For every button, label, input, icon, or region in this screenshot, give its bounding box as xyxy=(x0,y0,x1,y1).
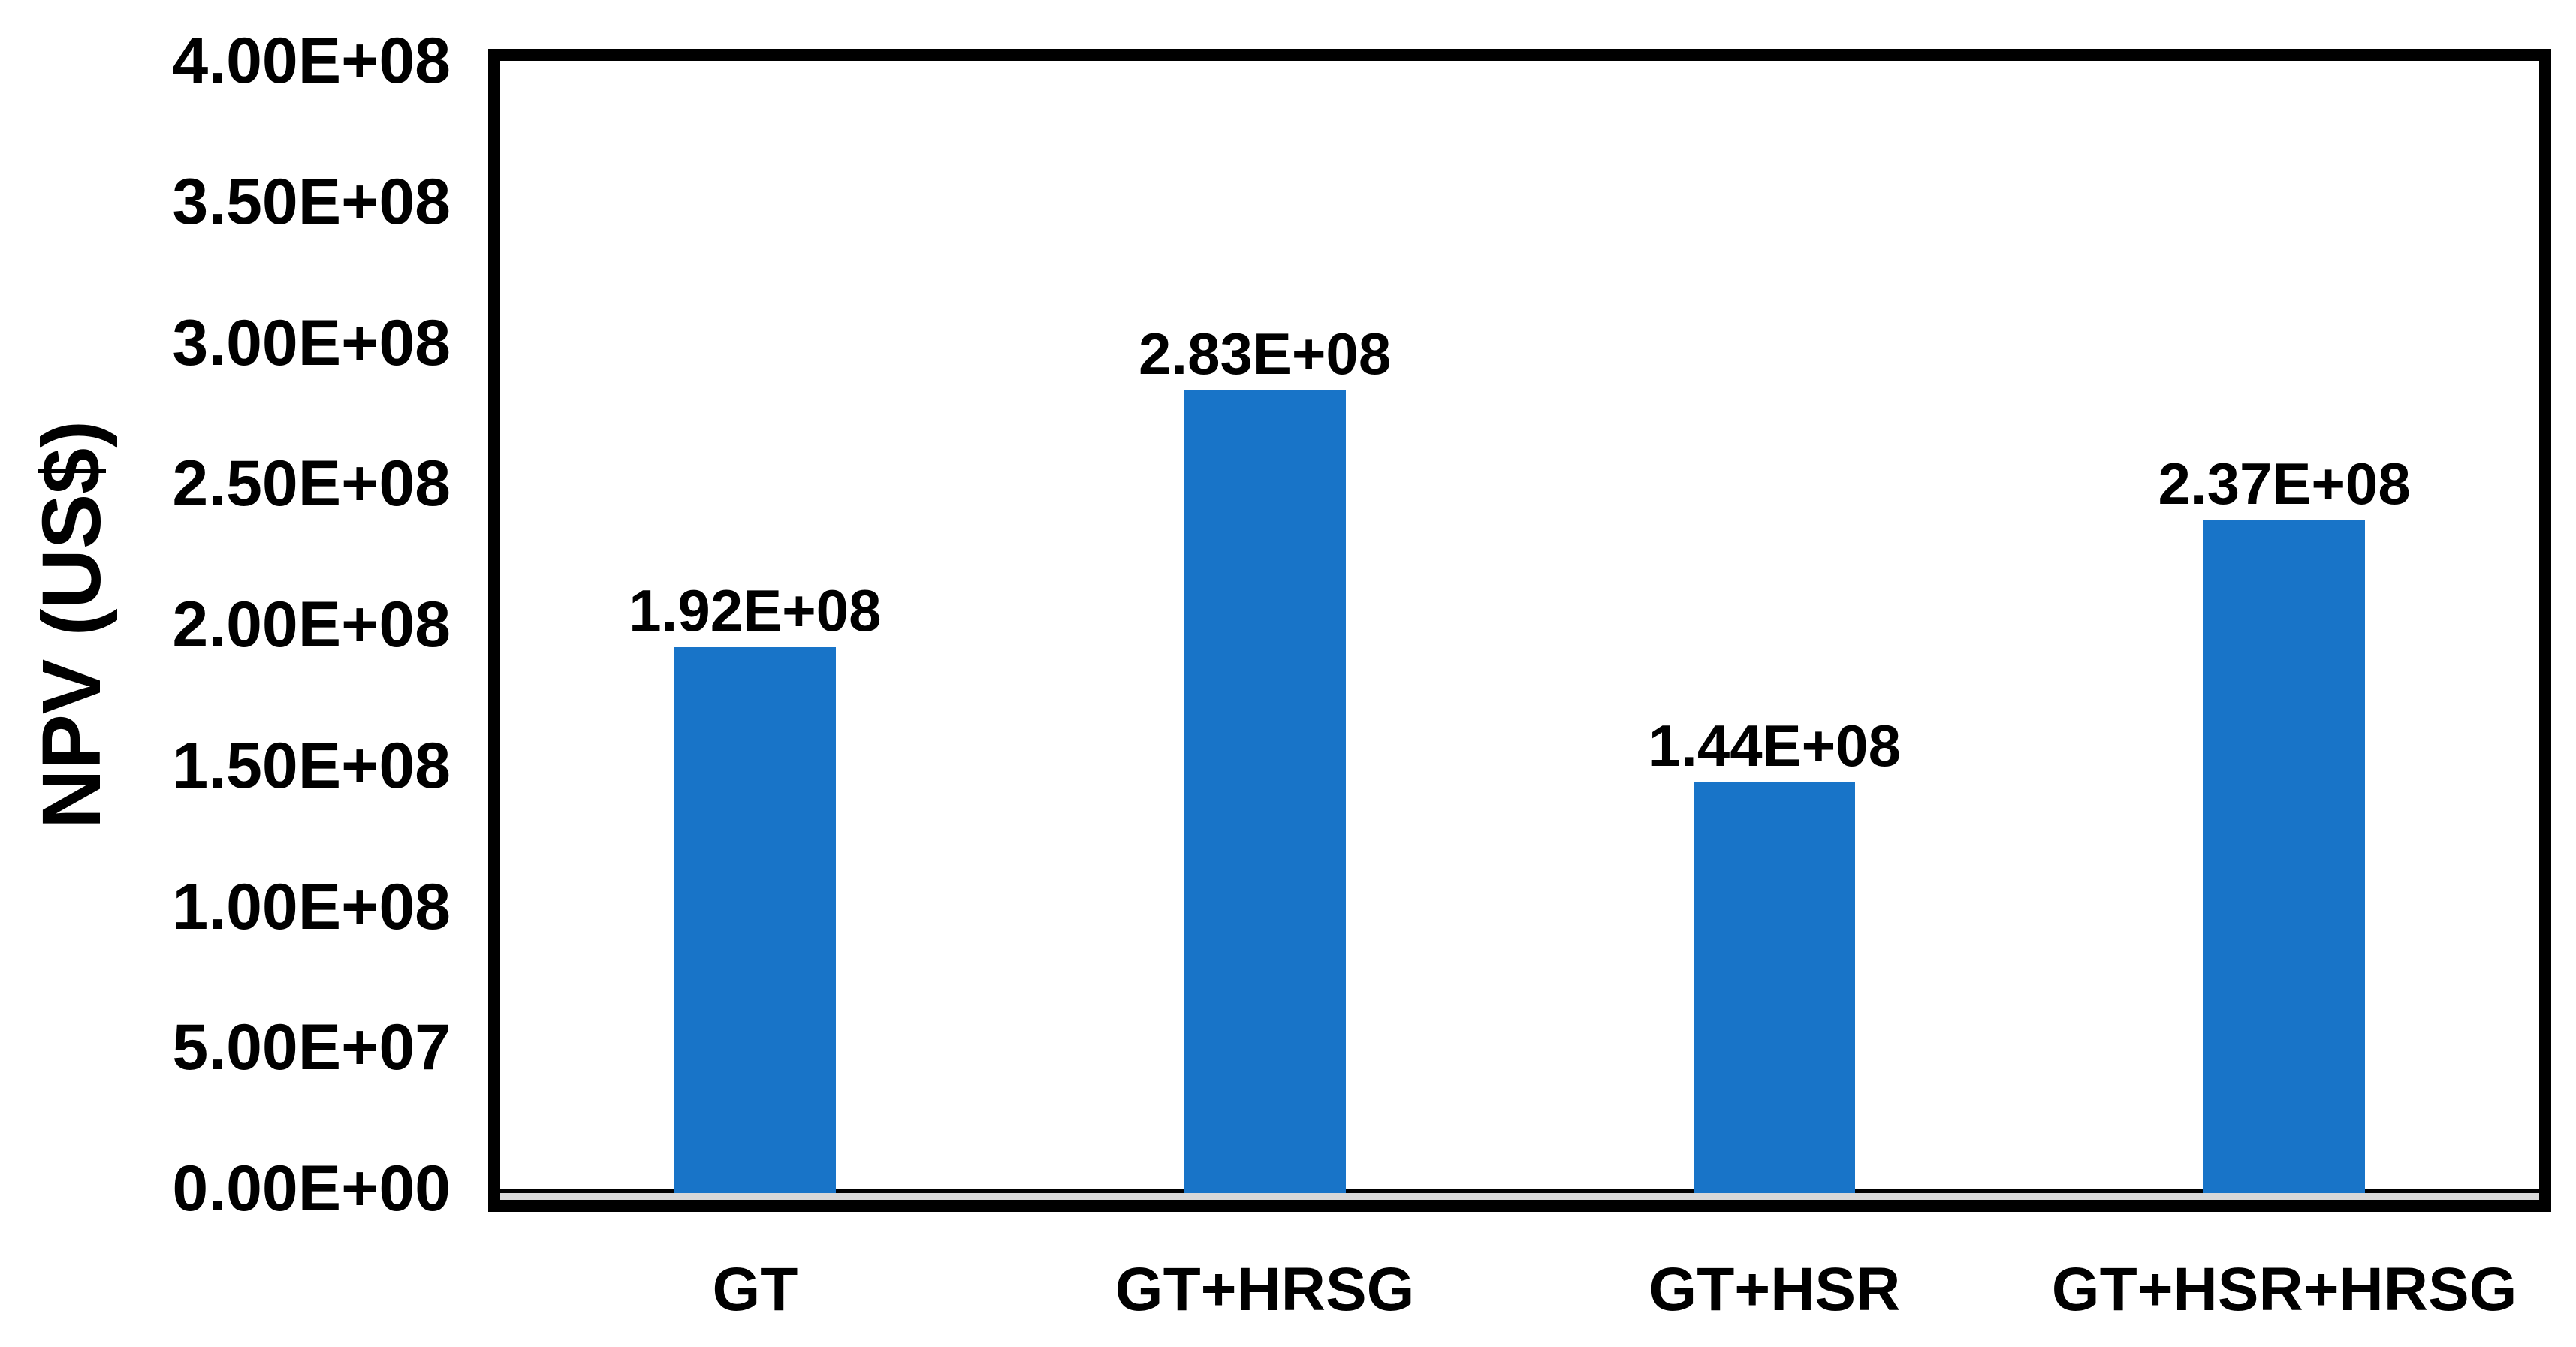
y-tick-label: 1.50E+08 xyxy=(172,729,451,802)
x-axis-label-GT+HSR: GT+HSR xyxy=(1648,1255,1901,1324)
bar-GT+HRSG xyxy=(1184,390,1346,1193)
y-tick-label: 1.00E+08 xyxy=(172,870,451,943)
bar-value-label: 2.37E+08 xyxy=(2158,451,2411,517)
plot-area: 1.92E+08 2.83E+08 1.44E+08 2.37E+08 xyxy=(500,61,2539,1193)
bar-GT+HSR xyxy=(1694,782,1856,1193)
axis-baseline-strip xyxy=(500,1193,2539,1200)
bar-value-label: 1.92E+08 xyxy=(629,577,882,644)
y-tick-label: 4.00E+08 xyxy=(172,25,451,97)
bar-GT xyxy=(674,647,836,1193)
bar-GT+HSR+HRSG xyxy=(2203,520,2366,1193)
bar-value-label: 1.44E+08 xyxy=(1648,713,1901,779)
y-tick-label: 3.50E+08 xyxy=(172,165,451,238)
bar-value-label: 2.83E+08 xyxy=(1139,321,1392,387)
x-axis-label-GT: GT xyxy=(712,1255,798,1324)
x-axis-label-GT+HRSG: GT+HRSG xyxy=(1115,1255,1415,1324)
y-tick-label: 5.00E+07 xyxy=(172,1011,451,1084)
y-tick-label: 3.00E+08 xyxy=(172,306,451,379)
y-tick-label: 0.00E+00 xyxy=(172,1153,451,1225)
x-axis-line xyxy=(500,1189,2539,1193)
y-tick-label: 2.00E+08 xyxy=(172,589,451,661)
x-axis-label-GT+HSR+HRSG: GT+HSR+HRSG xyxy=(2051,1255,2517,1324)
y-tick-label: 2.50E+08 xyxy=(172,447,451,520)
plot-frame: 1.92E+08 2.83E+08 1.44E+08 2.37E+08 xyxy=(488,49,2551,1212)
